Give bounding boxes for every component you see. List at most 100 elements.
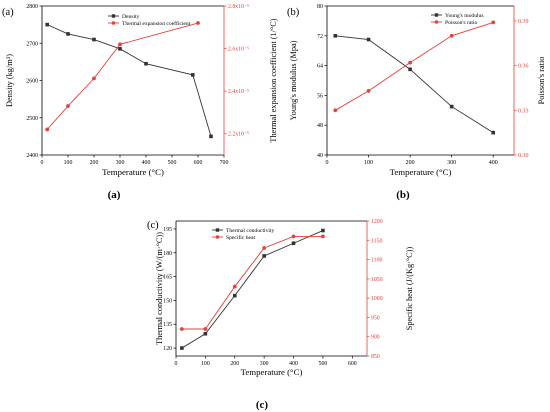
y-tick-label: 165 xyxy=(163,275,172,281)
y2-tick-label: 0.39 xyxy=(518,19,529,25)
data-point-circle xyxy=(196,21,200,25)
data-point-square xyxy=(491,130,496,135)
data-point-circle xyxy=(232,284,237,289)
y-tick-label: 2700 xyxy=(26,41,38,47)
data-point-square xyxy=(118,47,122,51)
y-tick-label: 64 xyxy=(317,64,323,70)
y2-tick-label: 0.30 xyxy=(518,153,529,159)
y2-tick-label: 0.33 xyxy=(518,108,529,114)
y-tick-label: 2400 xyxy=(26,153,38,159)
series-line-c-1 xyxy=(181,235,323,330)
y2-axis-label: Poisson's ratio xyxy=(537,57,546,105)
x-tick-label: 600 xyxy=(194,160,203,166)
y2-tick-label: 1050 xyxy=(371,277,383,283)
data-point-square xyxy=(232,293,237,298)
x-tick-label: 100 xyxy=(364,160,373,166)
x-axis-label: Temperature (°C) xyxy=(241,367,303,377)
data-point-circle xyxy=(449,33,454,38)
series-line-b-1 xyxy=(335,21,494,111)
y-tick-label: 135 xyxy=(163,322,172,328)
y2-tick-label: 2.4x10⁻⁵ xyxy=(228,89,249,95)
data-point-square xyxy=(45,22,49,27)
data-point-square xyxy=(291,241,296,246)
x-tick-label: 300 xyxy=(447,160,456,166)
x-tick-label: 0 xyxy=(175,361,178,367)
data-point-circle xyxy=(203,327,208,331)
legend-marker xyxy=(215,235,220,239)
panel-caption-a: (a) xyxy=(108,189,121,201)
y-tick-label: 120 xyxy=(163,346,172,352)
legend-label: Poisson's ratio xyxy=(445,20,477,26)
x-tick-label: 0 xyxy=(326,160,329,166)
x-tick-label: 400 xyxy=(489,160,498,166)
legend-marker xyxy=(434,13,439,17)
x-axis-label: Temperature (°C) xyxy=(102,167,164,177)
panel-label-c: (c) xyxy=(147,220,159,231)
data-point-square xyxy=(366,37,371,42)
x-tick-label: 500 xyxy=(319,361,328,367)
legend-label: Thermal conductivity xyxy=(226,228,275,234)
y2-axis-label: Thermal expansion coefficient (1/°C) xyxy=(269,18,278,142)
y-axis-label: Density (kg/m³) xyxy=(5,54,14,107)
data-point-square xyxy=(180,346,184,350)
y2-tick-label: 1100 xyxy=(371,258,382,264)
y2-tick-label: 1150 xyxy=(371,238,382,244)
y2-tick-label: 1200 xyxy=(371,219,383,225)
x-axis-label: Temperature (°C) xyxy=(390,167,452,177)
data-point-circle xyxy=(366,89,371,93)
y2-tick-label: 2.8x10⁻⁵ xyxy=(228,4,249,10)
data-point-circle xyxy=(321,234,325,239)
data-point-square xyxy=(449,104,454,109)
y-axis-label: Thermal conductivity (W/(m·°C)) xyxy=(155,232,164,345)
x-tick-label: 500 xyxy=(168,160,177,166)
legend-label: Specific heat xyxy=(226,234,255,241)
x-tick-label: 400 xyxy=(289,361,298,367)
x-tick-label: 200 xyxy=(90,160,99,166)
legend-label: Density xyxy=(122,14,140,20)
y2-tick-label: 1000 xyxy=(371,296,383,302)
y-tick-label: 72 xyxy=(317,34,323,40)
data-point-circle xyxy=(45,127,50,132)
x-tick-label: 700 xyxy=(220,160,229,166)
x-tick-label: 300 xyxy=(116,160,125,166)
series-line-b-0 xyxy=(335,35,494,134)
x-tick-label: 400 xyxy=(142,160,151,166)
panel-label-a: (a) xyxy=(2,7,14,18)
x-tick-label: 100 xyxy=(64,160,73,166)
x-tick-label: 100 xyxy=(201,361,210,367)
legend-marker xyxy=(215,228,220,232)
y-tick-label: 2600 xyxy=(26,79,38,85)
data-point-square xyxy=(191,73,195,77)
data-point-square xyxy=(262,254,266,258)
legend-label: Thermal expansion coefficient xyxy=(122,20,191,27)
legend-marker xyxy=(111,21,116,25)
legend-label: Young's modulus xyxy=(445,13,484,19)
x-tick-label: 200 xyxy=(406,160,415,166)
data-point-square xyxy=(408,67,412,72)
data-point-square xyxy=(333,34,338,38)
data-point-square xyxy=(209,134,213,139)
y2-tick-label: 900 xyxy=(371,335,380,341)
data-point-circle xyxy=(333,108,338,113)
y2-axis-label: Specific heat (J/(Kg·°C)) xyxy=(405,247,414,331)
data-point-square xyxy=(203,331,208,336)
panel-caption-b: (b) xyxy=(396,189,410,201)
x-tick-label: 0 xyxy=(41,160,44,166)
data-point-circle xyxy=(118,42,122,47)
y-tick-label: 40 xyxy=(317,153,323,159)
legend-marker xyxy=(434,20,439,24)
data-point-circle xyxy=(491,20,496,25)
data-point-square xyxy=(144,61,148,66)
y-tick-label: 180 xyxy=(163,251,172,257)
x-tick-label: 600 xyxy=(348,361,357,367)
y-tick-label: 195 xyxy=(163,227,172,233)
data-point-circle xyxy=(66,104,70,108)
y2-tick-label: 2.6x10⁻⁵ xyxy=(228,47,249,53)
panel-label-b: (b) xyxy=(287,7,300,18)
series-line-a-1 xyxy=(46,22,199,130)
data-point-circle xyxy=(262,246,267,250)
y2-tick-label: 2.2x10⁻⁵ xyxy=(228,132,249,138)
y-tick-label: 48 xyxy=(317,123,323,129)
series-line-c-0 xyxy=(181,230,324,349)
data-point-circle xyxy=(408,60,413,65)
